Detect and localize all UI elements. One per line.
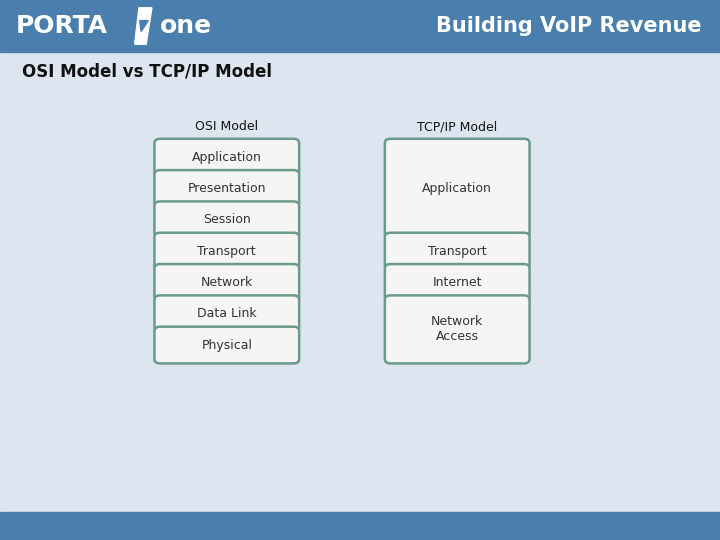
FancyBboxPatch shape — [154, 233, 300, 269]
Text: Application: Application — [192, 151, 262, 164]
FancyBboxPatch shape — [154, 201, 300, 238]
FancyBboxPatch shape — [154, 170, 300, 207]
FancyBboxPatch shape — [154, 264, 300, 301]
FancyBboxPatch shape — [384, 233, 530, 269]
Text: Internet: Internet — [433, 276, 482, 289]
Text: Presentation: Presentation — [187, 182, 266, 195]
Text: Network
Access: Network Access — [431, 315, 483, 343]
Text: one: one — [160, 14, 212, 38]
Text: TCP/IP Model: TCP/IP Model — [417, 120, 498, 133]
Text: Transport: Transport — [428, 245, 487, 258]
Text: OSI Model vs TCP/IP Model: OSI Model vs TCP/IP Model — [22, 62, 271, 80]
Bar — [0, 0, 720, 52]
FancyBboxPatch shape — [154, 327, 300, 363]
Text: Building VoIP Revenue: Building VoIP Revenue — [436, 16, 702, 36]
Text: Transport: Transport — [197, 245, 256, 258]
Text: Physical: Physical — [202, 339, 252, 352]
Text: OSI Model: OSI Model — [195, 120, 258, 133]
FancyBboxPatch shape — [154, 295, 300, 332]
FancyBboxPatch shape — [384, 295, 530, 363]
Text: Data Link: Data Link — [197, 307, 256, 320]
Bar — [0, 512, 720, 540]
FancyBboxPatch shape — [384, 264, 530, 301]
FancyBboxPatch shape — [384, 139, 530, 238]
Text: Network: Network — [201, 276, 253, 289]
Text: Session: Session — [203, 213, 251, 226]
Polygon shape — [135, 8, 152, 44]
FancyBboxPatch shape — [154, 139, 300, 176]
Text: Application: Application — [422, 182, 492, 195]
Polygon shape — [140, 21, 148, 31]
Text: PORTA: PORTA — [16, 14, 108, 38]
